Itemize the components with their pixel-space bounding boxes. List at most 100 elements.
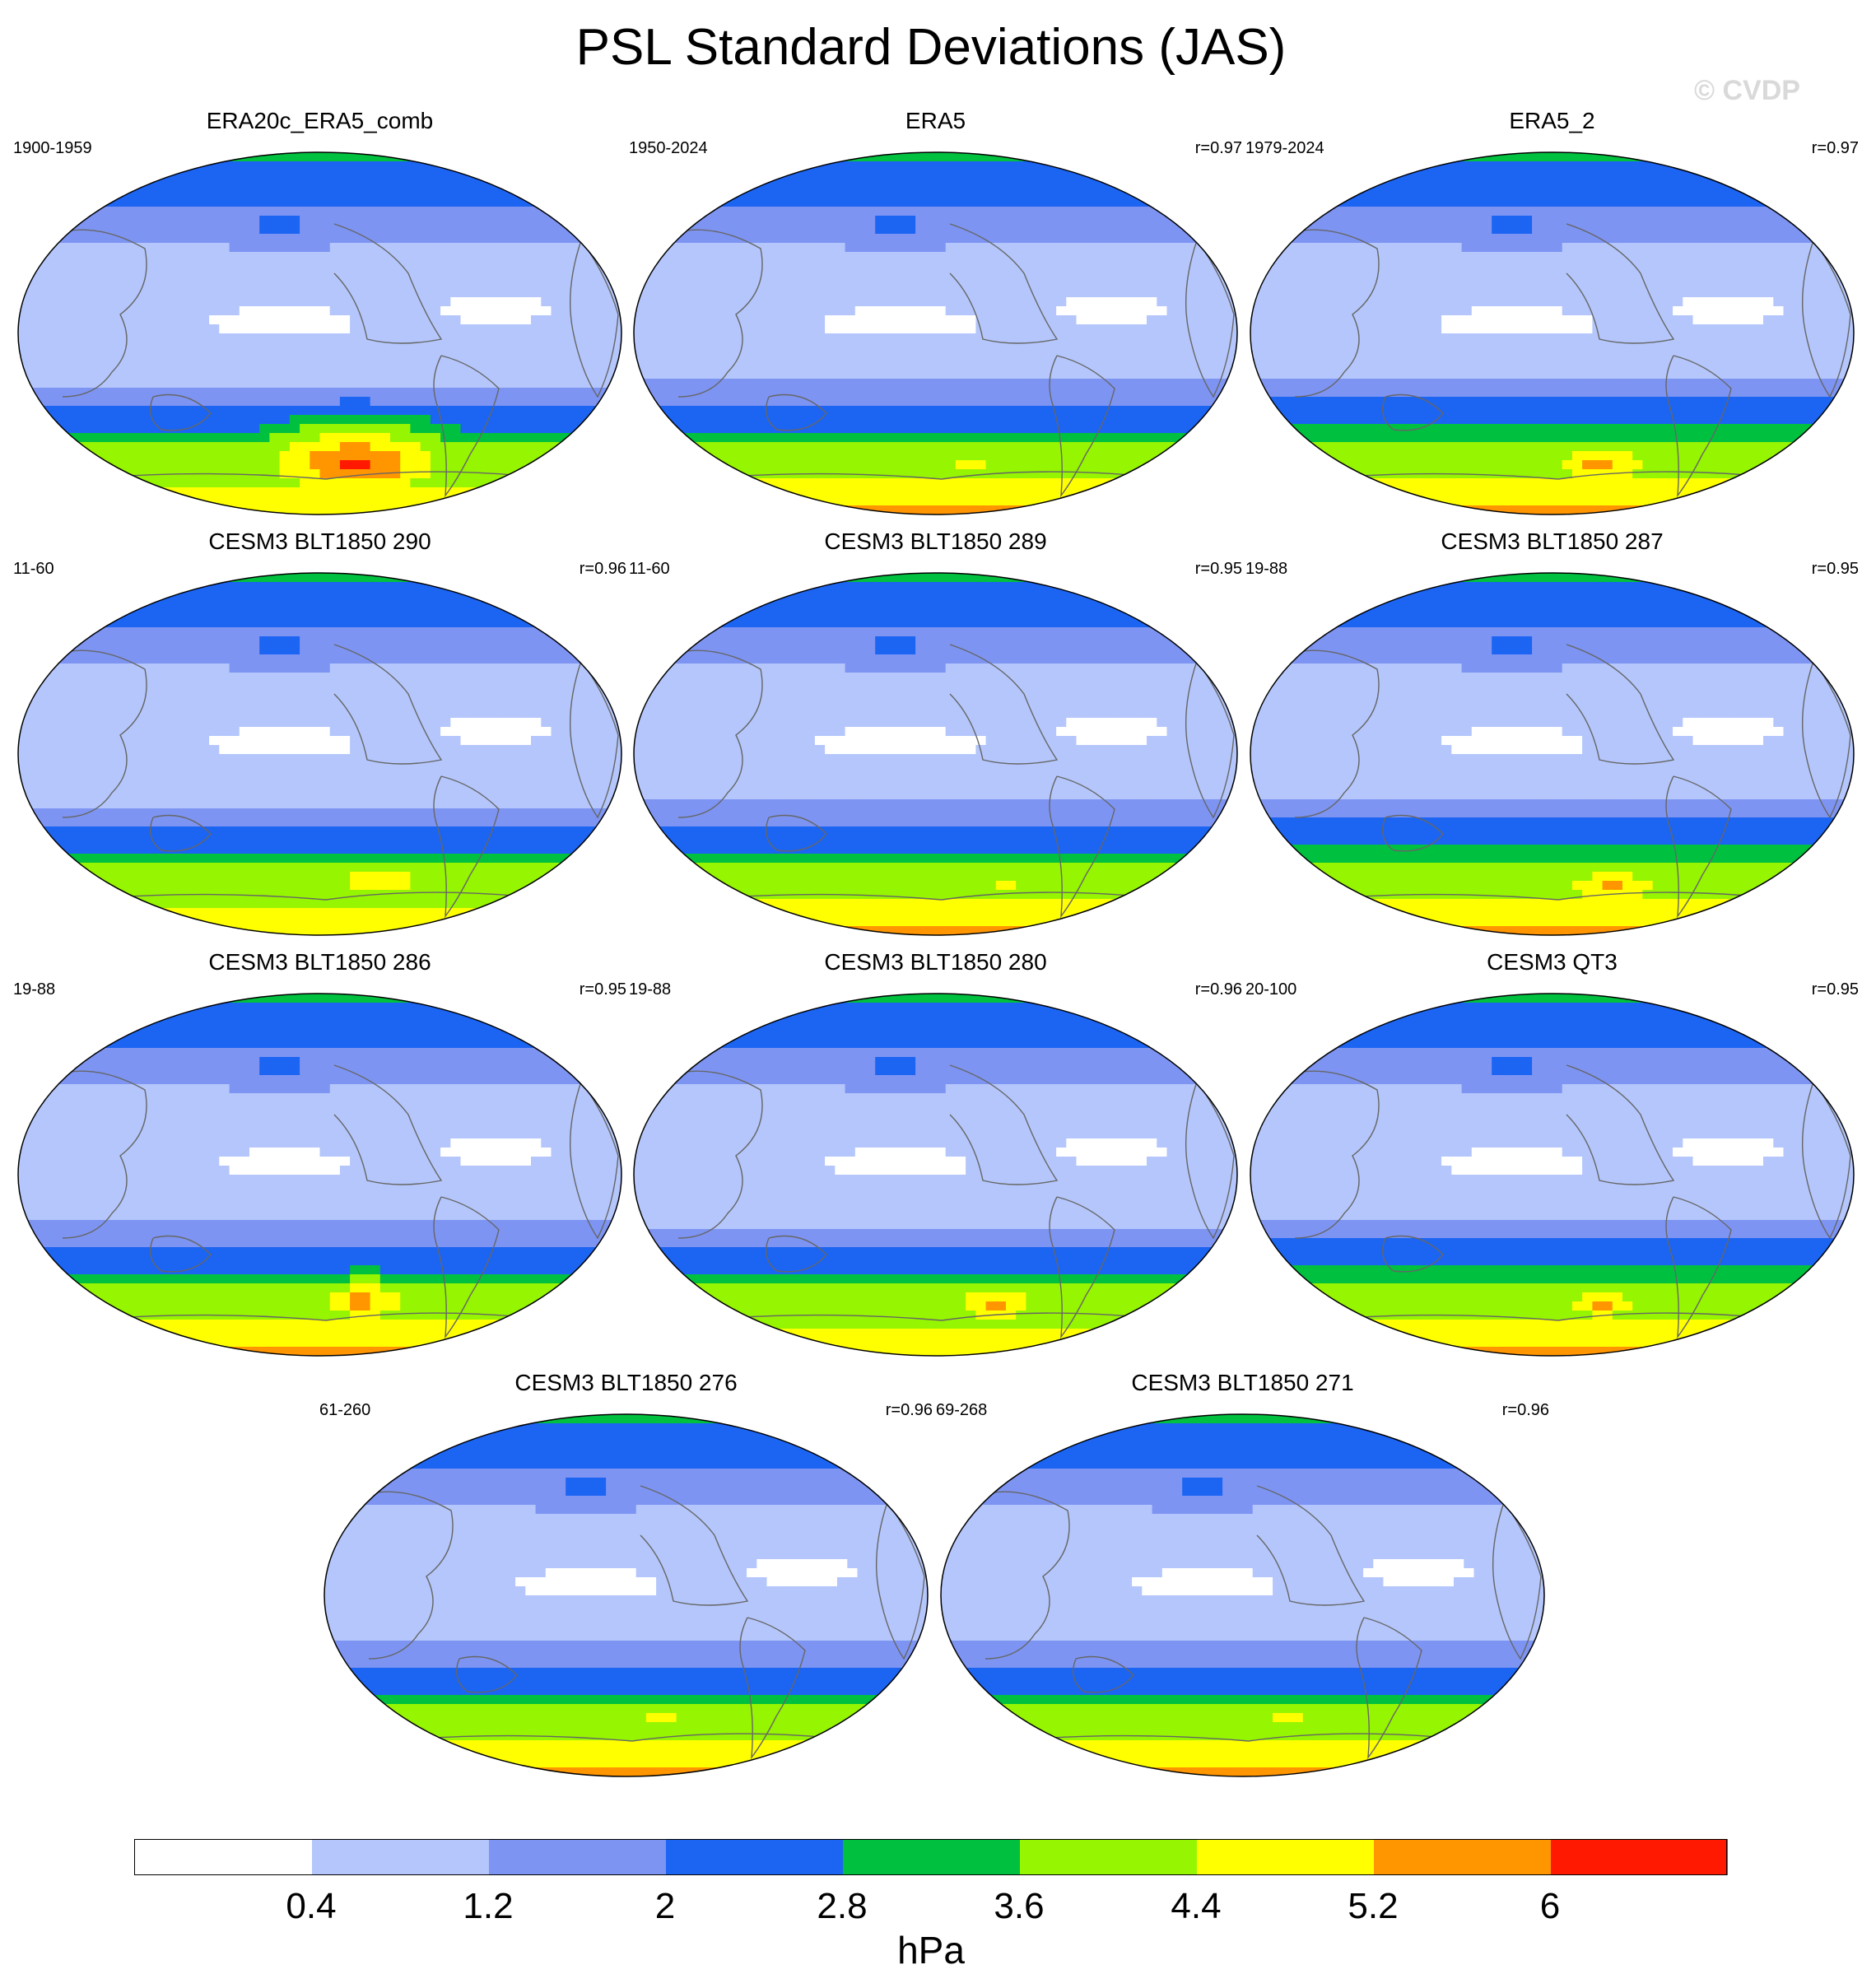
field-cell: [1036, 415, 1047, 425]
field-cell: [38, 424, 49, 434]
field-cell: [1186, 370, 1198, 379]
field-cell: [744, 243, 756, 253]
field-cell: [28, 252, 40, 262]
field-cell: [531, 288, 542, 298]
field-cell: [714, 152, 725, 162]
field-cell: [360, 252, 371, 262]
field-cell: [239, 234, 250, 244]
field-cell: [58, 487, 69, 497]
field-cell: [915, 225, 927, 235]
field-cell: [835, 496, 846, 506]
field-cell: [825, 487, 836, 497]
field-cell: [1186, 207, 1198, 216]
field-cell: [390, 324, 401, 334]
field-cell: [189, 306, 200, 316]
field-cell: [430, 361, 441, 370]
field-cell: [339, 379, 351, 389]
field-cell: [654, 225, 665, 235]
field-cell: [159, 478, 170, 488]
field-cell: [1207, 505, 1218, 514]
field-cell: [360, 370, 371, 379]
field-cell: [935, 152, 947, 162]
field-cell: [784, 370, 796, 379]
field-cell: [551, 379, 562, 389]
field-cell: [128, 379, 140, 389]
field-cell: [995, 252, 1007, 262]
field-cell: [925, 333, 937, 343]
field-cell: [714, 388, 725, 398]
field-cell: [531, 279, 542, 289]
field-cell: [854, 297, 866, 307]
field-cell: [209, 406, 221, 416]
field-cell: [551, 333, 562, 343]
field-cell: [775, 161, 785, 171]
field-cell: [1045, 324, 1057, 334]
field-cell: [239, 433, 250, 443]
field-cell: [1006, 170, 1017, 180]
field-cell: [209, 315, 221, 325]
field-cell: [18, 161, 29, 171]
field-cell: [1227, 342, 1237, 352]
field-cell: [450, 315, 462, 325]
field-cell: [714, 198, 725, 207]
field-cell: [1217, 460, 1228, 470]
field-cell: [541, 270, 552, 280]
field-cell: [885, 198, 896, 207]
field-cell: [734, 487, 746, 497]
field-cell: [591, 370, 603, 379]
field-cell: [148, 379, 160, 389]
field-cell: [663, 261, 675, 271]
field-cell: [1126, 333, 1138, 343]
field-cell: [754, 297, 766, 307]
field-cell: [1511, 152, 1523, 162]
field-cell: [390, 433, 401, 443]
field-cell: [78, 460, 90, 470]
field-cell: [794, 333, 806, 343]
field-cell: [875, 216, 887, 226]
field-cell: [1320, 170, 1332, 180]
field-cell: [400, 324, 412, 334]
field-cell: [966, 352, 977, 361]
field-cell: [229, 179, 240, 189]
field-cell: [470, 352, 482, 361]
field-cell: [985, 324, 997, 334]
field-cell: [400, 243, 412, 253]
field-cell: [1076, 406, 1087, 416]
field-cell: [1036, 189, 1047, 198]
field-cell: [985, 216, 997, 226]
field-cell: [310, 279, 321, 289]
field-cell: [510, 161, 522, 171]
field-cell: [310, 388, 321, 398]
field-cell: [581, 207, 593, 216]
field-cell: [520, 288, 532, 298]
field-cell: [885, 225, 896, 235]
field-cell: [734, 370, 746, 379]
field-cell: [611, 442, 621, 452]
field-cell: [198, 288, 210, 298]
field-cell: [1016, 496, 1027, 506]
field-cell: [985, 460, 997, 470]
field-cell: [935, 161, 947, 171]
field-cell: [945, 179, 957, 189]
field-cell: [654, 198, 665, 207]
field-cell: [995, 496, 1007, 506]
field-cell: [300, 198, 311, 207]
field-cell: [329, 397, 341, 407]
field-cell: [694, 406, 705, 416]
field-cell: [744, 496, 756, 506]
field-cell: [138, 451, 150, 461]
field-cell: [239, 424, 250, 434]
field-cell: [966, 388, 977, 398]
field-cell: [500, 333, 512, 343]
field-cell: [1176, 487, 1188, 497]
field-cell: [119, 352, 130, 361]
field-cell: [551, 198, 562, 207]
field-cell: [845, 261, 856, 271]
field-cell: [350, 324, 361, 334]
field-cell: [865, 170, 876, 180]
field-cell: [764, 397, 775, 407]
field-cell: [1793, 161, 1804, 171]
field-cell: [794, 397, 806, 407]
field-cell: [1096, 270, 1107, 280]
field-cell: [239, 189, 250, 198]
